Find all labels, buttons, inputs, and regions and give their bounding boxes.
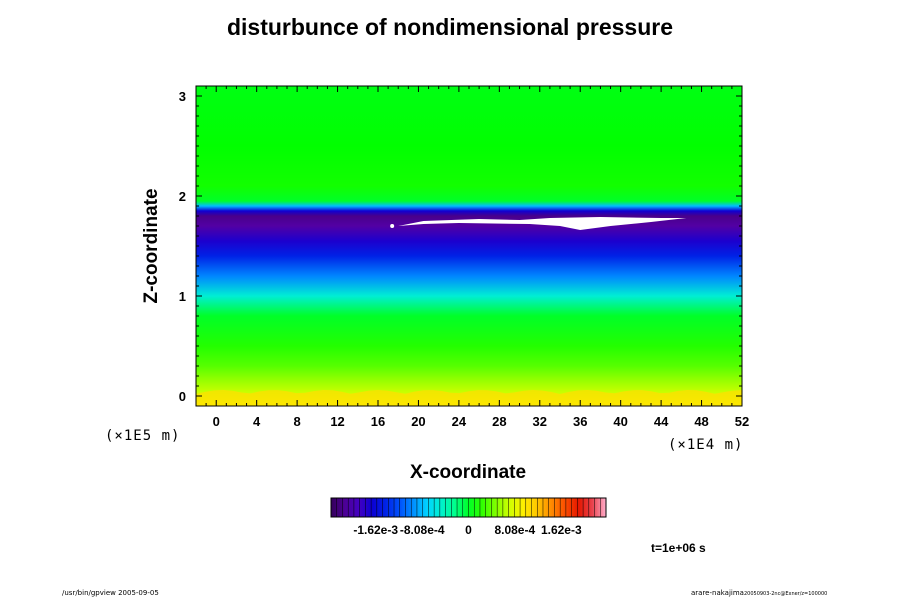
y-tick-label: 0: [179, 389, 186, 404]
x-tick-label: 20: [411, 414, 425, 429]
time-annotation: t=1e+06 s: [651, 541, 706, 555]
colorbar-label: 1.62e-3: [541, 523, 582, 537]
x-tick-label: 4: [253, 414, 261, 429]
y-axis-title: Z-coordinate: [141, 188, 162, 303]
y-tick-label: 2: [179, 189, 186, 204]
missing-value-dot: [390, 224, 395, 228]
x-tick-label: 16: [371, 414, 385, 429]
surface-band: [196, 390, 742, 406]
x-tick-label: 12: [330, 414, 344, 429]
x-tick-label: 48: [694, 414, 708, 429]
field-features: [196, 217, 742, 406]
colorbar-label: -8.08e-4: [400, 523, 445, 537]
footer-right-small: 20050903-2nc@Exner/z=100000: [743, 591, 828, 597]
plot-area: [196, 86, 742, 406]
x-tick-label: 40: [613, 414, 627, 429]
x-unit-label: (×1E4 m): [668, 437, 743, 453]
colorbar: -1.62e-3 -8.08e-4 0 8.08e-4 1.62e-3: [330, 497, 607, 537]
y-unit-label: (×1E5 m): [105, 428, 180, 444]
x-tick-label: 8: [293, 414, 300, 429]
colorbar-label: -1.62e-3: [353, 523, 398, 537]
x-tick-label: 36: [573, 414, 587, 429]
x-tick-label: 32: [533, 414, 547, 429]
x-tick-label: 28: [492, 414, 506, 429]
chart-title: disturbunce of nondimensional pressure: [226, 14, 673, 40]
x-tick-label: 0: [213, 414, 220, 429]
colorbar-label: 8.08e-4: [494, 523, 535, 537]
footer-right-main: arare-nakajima: [691, 589, 744, 597]
colorbar-label: 0: [465, 523, 472, 537]
colorbar-frame: [330, 497, 607, 518]
x-axis-title: X-coordinate: [410, 462, 526, 483]
y-tick-label: 1: [179, 289, 186, 304]
y-tick-label: 3: [179, 89, 186, 104]
footer-left: /usr/bin/gpview 2005-09-05: [62, 589, 159, 597]
missing-value-region: [398, 217, 687, 230]
x-tick-label: 44: [654, 414, 669, 429]
footer-right: arare-nakajima20050903-2nc@Exner/z=10000…: [691, 589, 827, 597]
x-tick-label: 24: [452, 414, 467, 429]
pressure-field: [196, 86, 742, 406]
x-tick-label: 52: [735, 414, 749, 429]
